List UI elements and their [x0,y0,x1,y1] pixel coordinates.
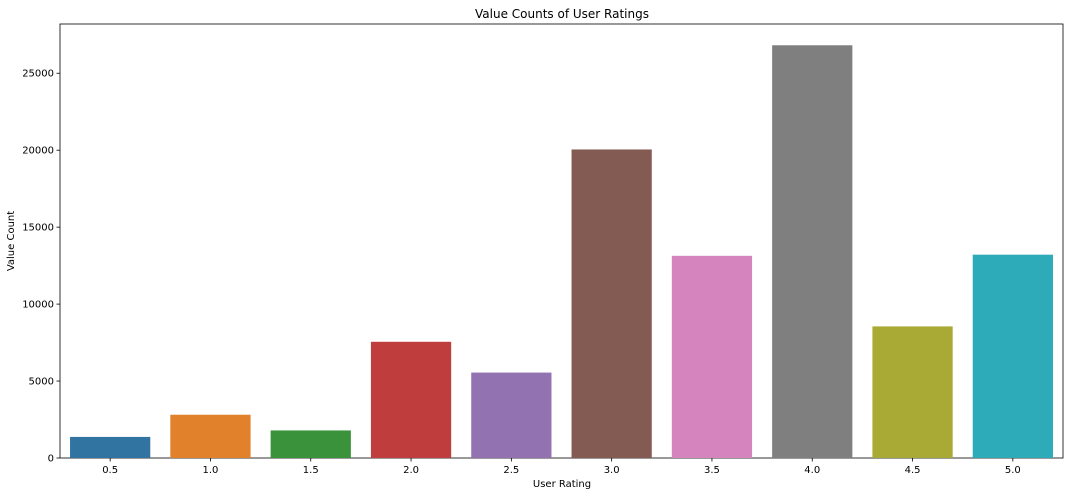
x-tick-label: 3.0 [604,465,620,476]
plot-frame [59,23,1064,459]
y-tick-label: 5000 [29,377,54,388]
bar-1-0 [170,414,251,458]
x-tick-label: 0.5 [102,465,118,476]
x-axis-ticks: 0.5 1.0 1.5 2.0 2.5 3.0 3.5 4.0 4.5 5.0 [102,458,1021,476]
y-tick-label: 0 [48,454,54,465]
bar-1-5 [270,430,351,458]
x-tick-label: 5.0 [1005,465,1021,476]
y-tick-label: 20000 [22,146,54,157]
y-axis-ticks: 0 5000 10000 15000 20000 25000 [22,69,60,465]
y-tick-label: 10000 [22,300,54,311]
bar-4-0 [772,45,853,459]
bar-3-0 [571,149,652,458]
bar-5-0 [972,254,1053,458]
bar-3-5 [671,255,753,458]
x-tick-label: 1.5 [303,465,319,476]
bar-0-5 [70,436,151,458]
x-axis-label: User Rating [533,479,591,490]
x-tick-label: 3.5 [704,465,720,476]
y-tick-label: 25000 [22,69,54,80]
bar-2-0 [370,341,452,458]
y-axis-label: Value Count [6,211,17,271]
x-tick-label: 2.0 [403,465,419,476]
x-tick-label: 2.5 [503,465,519,476]
plot-area [59,23,1064,459]
chart-title: Value Counts of User Ratings [475,7,649,21]
x-tick-label: 1.0 [202,465,218,476]
bar-4-5 [872,326,953,458]
x-tick-label: 4.0 [804,465,820,476]
bar-2-5 [471,372,552,458]
x-tick-label: 4.5 [905,465,921,476]
bars [70,45,1053,459]
y-tick-label: 15000 [22,223,54,234]
